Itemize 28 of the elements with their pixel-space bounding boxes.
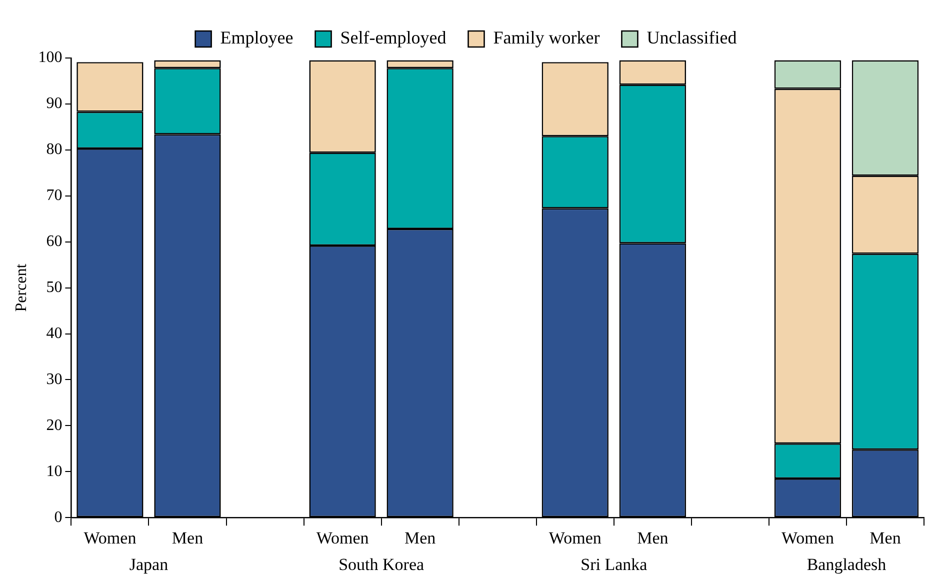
text: Japan — [129, 554, 169, 574]
legend-label: Self-employed — [340, 28, 446, 48]
y-tick-label: 40 — [46, 324, 62, 342]
y-tick-label: 80 — [46, 141, 62, 158]
x-tick-label: Men — [870, 528, 902, 548]
y-tick-label: 70 — [46, 187, 62, 204]
y-tick-label: 100 — [38, 49, 62, 66]
x-tick-label: Women — [781, 528, 834, 548]
legend-label: Employee — [220, 28, 294, 48]
legend-label: Unclassified — [646, 28, 737, 48]
y-tick-label: 10 — [46, 462, 62, 480]
y-tick-label: 60 — [46, 233, 62, 250]
legend-label: Family worker — [493, 28, 600, 48]
y-tick-label: 30 — [46, 370, 62, 388]
y-tick-label: 90 — [46, 95, 62, 112]
x-tick-label: Men — [404, 528, 436, 548]
x-tick-label: Women — [316, 528, 370, 548]
text: Bangladesh — [806, 554, 887, 574]
x-tick-label: Men — [637, 528, 669, 548]
y-tick-label: 20 — [46, 416, 62, 434]
y-tick-label: 0 — [54, 508, 62, 526]
y-tick-label: 50 — [46, 279, 62, 296]
text: South Korea — [338, 554, 424, 574]
y-axis-title: Percent — [12, 263, 30, 312]
x-tick-label: Women — [548, 528, 602, 548]
text: Sri Lanka — [580, 554, 648, 574]
x-tick-label: Women — [84, 528, 137, 548]
x-tick-label: Men — [172, 528, 204, 548]
